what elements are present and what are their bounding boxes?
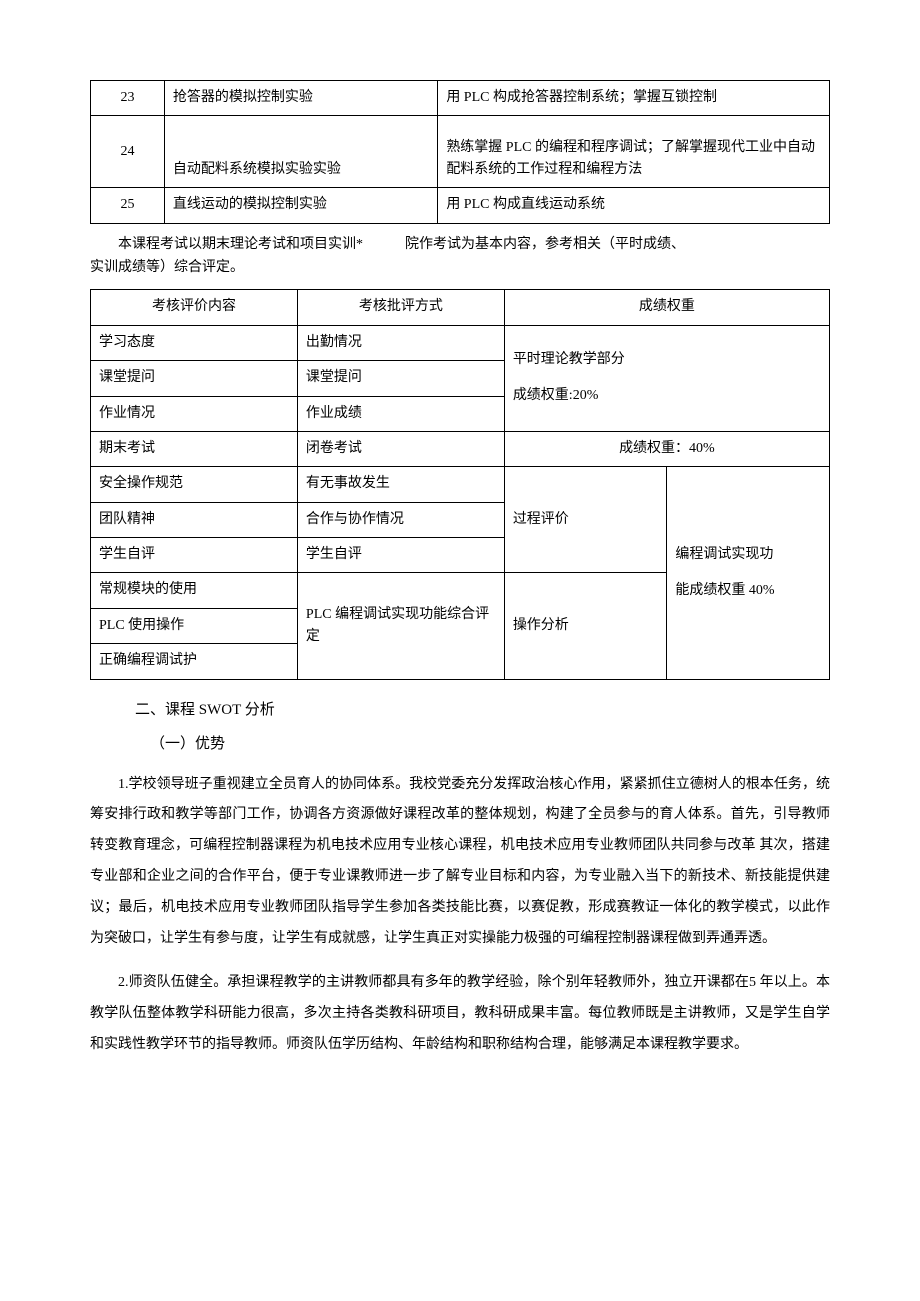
assessment-table: 考核评价内容 考核批评方式 成绩权重 学习态度 出勤情况 平时理论教学部分 成绩… [90, 289, 830, 679]
experiment-table: 23 抢答器的模拟控制实验 用 PLC 构成抢答器控制系统；掌握互锁控制 24 … [90, 80, 830, 224]
exp-name: 直线运动的模拟控制实验 [164, 188, 437, 223]
header-method: 考核批评方式 [297, 290, 504, 325]
weight-line: 成绩权重:20% [513, 388, 599, 403]
table-header-row: 考核评价内容 考核批评方式 成绩权重 [91, 290, 830, 325]
weight-cell-practical: 编程调试实现功 能成绩权重 40% [667, 467, 830, 679]
exp-desc: 用 PLC 构成抢答器控制系统；掌握互锁控制 [438, 81, 830, 116]
exp-desc: 用 PLC 构成直线运动系统 [438, 188, 830, 223]
weight-line: 平时理论教学部分 [513, 352, 625, 367]
exam-description-line2: 实训成绩等）综合评定。 [90, 257, 830, 279]
assess-content: 课堂提问 [91, 361, 298, 396]
assess-method: 学生自评 [297, 538, 504, 573]
paragraph-advantage-2: 2.师资队伍健全。承担课程教学的主讲教师都具有多年的教学经验，除个别年轻教师外，… [90, 968, 830, 1060]
assess-content: 期末考试 [91, 431, 298, 466]
exp-number: 25 [91, 188, 165, 223]
assess-method: 课堂提问 [297, 361, 504, 396]
table-row: 25 直线运动的模拟控制实验 用 PLC 构成直线运动系统 [91, 188, 830, 223]
paragraph-advantage-1: 1.学校领导班子重视建立全员育人的协同体系。我校党委充分发挥政治核心作用，紧紧抓… [90, 770, 830, 955]
weight-cell-final: 成绩权重：40% [504, 431, 829, 466]
assess-content: 团队精神 [91, 502, 298, 537]
assess-content: PLC 使用操作 [91, 608, 298, 643]
operation-analysis-cell: 操作分析 [504, 573, 667, 679]
exp-number: 24 [91, 116, 165, 188]
weight-line: 编程调试实现功 [675, 547, 773, 562]
experiment-table-body: 23 抢答器的模拟控制实验 用 PLC 构成抢答器控制系统；掌握互锁控制 24 … [91, 81, 830, 224]
exp-number: 23 [91, 81, 165, 116]
table-row: 24 自动配料系统模拟实验实验 熟练掌握 PLC 的编程和程序调试；了解掌握现代… [91, 116, 830, 188]
exp-desc: 熟练掌握 PLC 的编程和程序调试；了解掌握现代工业中自动配料系统的工作过程和编… [438, 116, 830, 188]
table-row: 期末考试 闭卷考试 成绩权重：40% [91, 431, 830, 466]
assess-content: 安全操作规范 [91, 467, 298, 502]
exam-description-line1: 本课程考试以期末理论考试和项目实训* 院作考试为基本内容，参考相关（平时成绩、 [90, 232, 830, 257]
assess-content: 学生自评 [91, 538, 298, 573]
assess-method: 合作与协作情况 [297, 502, 504, 537]
plc-eval-cell: PLC 编程调试实现功能综合评定 [297, 573, 504, 679]
table-row: 23 抢答器的模拟控制实验 用 PLC 构成抢答器控制系统；掌握互锁控制 [91, 81, 830, 116]
assess-method: 出勤情况 [297, 325, 504, 360]
subsection-heading-advantage: （一）优势 [90, 732, 830, 756]
assess-content: 作业情况 [91, 396, 298, 431]
exp-name: 抢答器的模拟控制实验 [164, 81, 437, 116]
table-row: 学习态度 出勤情况 平时理论教学部分 成绩权重:20% [91, 325, 830, 360]
weight-line: 能成绩权重 40% [675, 583, 774, 598]
header-content: 考核评价内容 [91, 290, 298, 325]
process-eval-cell: 过程评价 [504, 467, 667, 573]
section-heading-swot: 二、课程 SWOT 分析 [90, 698, 830, 722]
table-row: 安全操作规范 有无事故发生 过程评价 编程调试实现功 能成绩权重 40% [91, 467, 830, 502]
weight-cell-regular: 平时理论教学部分 成绩权重:20% [504, 325, 829, 431]
header-weight: 成绩权重 [504, 290, 829, 325]
assess-content: 学习态度 [91, 325, 298, 360]
assess-method: 闭卷考试 [297, 431, 504, 466]
assess-method: 作业成绩 [297, 396, 504, 431]
assess-content: 正确编程调试护 [91, 644, 298, 679]
assess-content: 常规模块的使用 [91, 573, 298, 608]
assess-method: 有无事故发生 [297, 467, 504, 502]
exp-name: 自动配料系统模拟实验实验 [164, 116, 437, 188]
